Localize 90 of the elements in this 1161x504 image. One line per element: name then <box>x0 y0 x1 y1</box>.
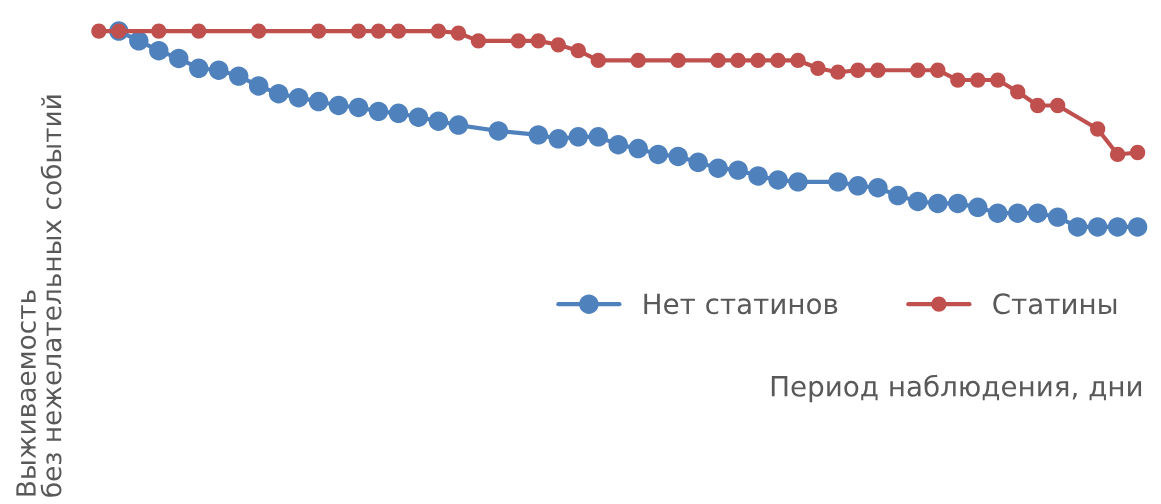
point <box>328 95 349 116</box>
point <box>308 91 329 112</box>
point <box>948 193 968 214</box>
point <box>968 197 988 218</box>
point <box>1109 146 1126 163</box>
point <box>670 52 686 69</box>
point <box>448 115 469 135</box>
point <box>390 23 407 39</box>
point <box>730 52 746 69</box>
point <box>628 138 648 159</box>
point <box>1027 203 1048 223</box>
point <box>530 33 546 49</box>
point <box>1127 217 1148 237</box>
point <box>470 33 487 49</box>
point <box>368 101 389 122</box>
point <box>268 84 289 104</box>
point <box>708 158 728 178</box>
point <box>430 23 447 39</box>
legend-label: Нет статинов <box>644 293 838 315</box>
point <box>1107 217 1128 237</box>
point <box>788 172 808 192</box>
point <box>1047 207 1068 227</box>
point <box>550 37 566 53</box>
point <box>408 107 429 127</box>
point <box>370 23 387 39</box>
point <box>888 185 908 206</box>
point <box>228 66 249 86</box>
point <box>310 23 327 39</box>
point <box>728 160 748 180</box>
point <box>588 127 608 147</box>
point <box>688 152 708 173</box>
point <box>251 23 267 39</box>
point <box>830 64 846 80</box>
point <box>668 146 688 167</box>
point <box>748 166 768 186</box>
point <box>790 52 806 69</box>
point <box>988 203 1008 223</box>
point <box>528 125 549 145</box>
point <box>570 43 586 59</box>
point <box>1067 217 1088 237</box>
point <box>970 72 986 88</box>
point <box>768 170 788 190</box>
point <box>828 172 848 192</box>
point <box>488 121 509 141</box>
point <box>288 87 309 108</box>
point <box>770 52 786 69</box>
point <box>348 97 369 118</box>
point <box>450 25 467 41</box>
point <box>868 178 888 198</box>
point <box>848 176 868 196</box>
point <box>1087 217 1108 237</box>
point <box>1050 97 1066 114</box>
point <box>630 52 646 69</box>
point <box>1010 84 1026 100</box>
point <box>870 62 886 78</box>
point <box>129 31 149 51</box>
point <box>910 62 926 78</box>
point <box>91 23 107 39</box>
point <box>1030 97 1046 114</box>
point <box>1129 144 1146 161</box>
point <box>810 60 826 76</box>
text: Период наблюдения, дни <box>771 374 1142 403</box>
point <box>928 193 948 214</box>
point <box>149 40 169 61</box>
point <box>750 52 766 69</box>
point <box>608 134 628 155</box>
point <box>510 33 526 49</box>
point <box>590 52 606 69</box>
point <box>648 144 668 165</box>
point <box>990 72 1006 88</box>
point <box>930 62 946 78</box>
point <box>428 111 449 131</box>
point <box>850 62 866 78</box>
point <box>151 23 167 39</box>
point <box>950 72 966 88</box>
point <box>1090 121 1106 137</box>
y-axis-title: Выживаемость без нежелательных событий <box>16 95 62 497</box>
point <box>908 191 928 212</box>
point <box>710 52 726 69</box>
point <box>350 23 367 39</box>
point <box>189 58 209 79</box>
point <box>169 48 189 69</box>
point <box>568 127 588 147</box>
point <box>1008 203 1028 223</box>
point <box>548 129 569 149</box>
point <box>248 76 269 96</box>
legend-label: Статины <box>993 293 1117 315</box>
point <box>388 103 409 124</box>
point <box>191 23 207 39</box>
point <box>209 60 229 80</box>
